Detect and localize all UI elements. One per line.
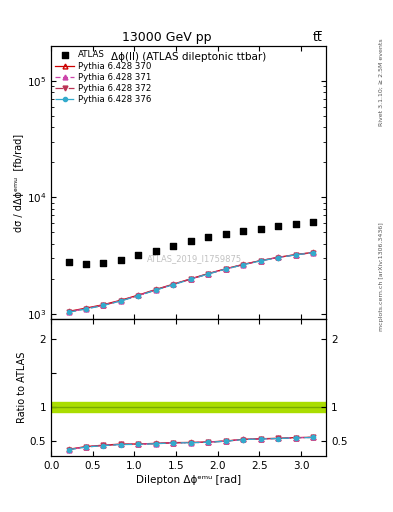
Pythia 6.428 376 bbox=[136, 293, 141, 299]
Pythia 6.428 371 bbox=[101, 302, 106, 308]
Pythia 6.428 372 bbox=[84, 306, 88, 312]
X-axis label: Dilepton Δϕᵉᵐᵘ [rad]: Dilepton Δϕᵉᵐᵘ [rad] bbox=[136, 475, 241, 485]
Pythia 6.428 371 bbox=[171, 281, 176, 287]
Text: mcplots.cern.ch [arXiv:1306.3436]: mcplots.cern.ch [arXiv:1306.3436] bbox=[379, 222, 384, 331]
Pythia 6.428 370 bbox=[241, 261, 246, 267]
ATLAS bbox=[292, 220, 299, 228]
Pythia 6.428 371 bbox=[136, 292, 141, 298]
Pythia 6.428 372 bbox=[101, 302, 106, 308]
Pythia 6.428 372 bbox=[206, 271, 211, 277]
Pythia 6.428 372 bbox=[188, 276, 193, 282]
Pythia 6.428 376 bbox=[66, 309, 71, 315]
Pythia 6.428 370 bbox=[66, 308, 71, 314]
Legend: ATLAS, Pythia 6.428 370, Pythia 6.428 371, Pythia 6.428 372, Pythia 6.428 376: ATLAS, Pythia 6.428 370, Pythia 6.428 37… bbox=[54, 49, 153, 105]
Pythia 6.428 372 bbox=[223, 266, 228, 272]
ATLAS bbox=[65, 258, 72, 266]
Pythia 6.428 376 bbox=[84, 306, 88, 312]
Pythia 6.428 376 bbox=[258, 258, 263, 264]
ATLAS bbox=[135, 251, 141, 259]
Pythia 6.428 371 bbox=[119, 297, 123, 304]
Y-axis label: dσ / dΔϕᵉᵐᵘ  [fb/rad]: dσ / dΔϕᵉᵐᵘ [fb/rad] bbox=[14, 134, 24, 231]
Pythia 6.428 372 bbox=[293, 252, 298, 258]
Line: Pythia 6.428 370: Pythia 6.428 370 bbox=[66, 250, 316, 314]
Pythia 6.428 371 bbox=[154, 287, 158, 293]
Pythia 6.428 371 bbox=[206, 271, 211, 277]
ATLAS bbox=[187, 237, 194, 245]
Line: Pythia 6.428 376: Pythia 6.428 376 bbox=[66, 251, 315, 314]
ATLAS bbox=[118, 256, 124, 264]
Pythia 6.428 370 bbox=[310, 249, 315, 255]
Bar bbox=[51, 402, 326, 412]
Pythia 6.428 370 bbox=[188, 276, 193, 282]
ATLAS bbox=[240, 227, 246, 236]
ATLAS bbox=[153, 246, 159, 254]
Text: Δϕ(ll) (ATLAS dileptonic ttbar): Δϕ(ll) (ATLAS dileptonic ttbar) bbox=[111, 52, 266, 61]
Pythia 6.428 371 bbox=[84, 306, 88, 312]
ATLAS bbox=[275, 222, 281, 230]
Pythia 6.428 372 bbox=[258, 258, 263, 264]
Y-axis label: Ratio to ATLAS: Ratio to ATLAS bbox=[17, 352, 27, 423]
Text: ATLAS_2019_I1759875: ATLAS_2019_I1759875 bbox=[147, 254, 242, 264]
Pythia 6.428 370 bbox=[258, 258, 263, 264]
ATLAS bbox=[222, 229, 229, 238]
Pythia 6.428 371 bbox=[276, 254, 281, 261]
Pythia 6.428 372 bbox=[154, 287, 158, 293]
Pythia 6.428 370 bbox=[276, 254, 281, 261]
ATLAS bbox=[310, 218, 316, 226]
Pythia 6.428 376 bbox=[223, 266, 228, 272]
Text: 13000 GeV pp: 13000 GeV pp bbox=[122, 31, 211, 44]
Text: Rivet 3.1.10; ≥ 2.5M events: Rivet 3.1.10; ≥ 2.5M events bbox=[379, 38, 384, 126]
ATLAS bbox=[257, 224, 264, 232]
Pythia 6.428 370 bbox=[154, 286, 158, 292]
Pythia 6.428 372 bbox=[310, 249, 315, 255]
ATLAS bbox=[83, 260, 89, 268]
Line: Pythia 6.428 371: Pythia 6.428 371 bbox=[66, 250, 316, 314]
Pythia 6.428 376 bbox=[276, 254, 281, 261]
Pythia 6.428 370 bbox=[84, 305, 88, 311]
ATLAS bbox=[205, 232, 211, 241]
Pythia 6.428 372 bbox=[171, 282, 176, 288]
Pythia 6.428 371 bbox=[66, 309, 71, 315]
Pythia 6.428 376 bbox=[171, 282, 176, 288]
Pythia 6.428 372 bbox=[119, 297, 123, 304]
Pythia 6.428 371 bbox=[258, 258, 263, 264]
Pythia 6.428 376 bbox=[188, 276, 193, 283]
Pythia 6.428 376 bbox=[206, 271, 211, 277]
Pythia 6.428 376 bbox=[310, 250, 315, 256]
Pythia 6.428 370 bbox=[136, 292, 141, 298]
Pythia 6.428 376 bbox=[119, 298, 123, 304]
Pythia 6.428 371 bbox=[188, 276, 193, 282]
Pythia 6.428 370 bbox=[119, 297, 123, 303]
Pythia 6.428 370 bbox=[171, 281, 176, 287]
Pythia 6.428 376 bbox=[154, 287, 158, 293]
Pythia 6.428 370 bbox=[223, 266, 228, 272]
Pythia 6.428 376 bbox=[293, 252, 298, 258]
Pythia 6.428 370 bbox=[293, 251, 298, 258]
Pythia 6.428 372 bbox=[136, 292, 141, 298]
ATLAS bbox=[170, 242, 176, 250]
Pythia 6.428 371 bbox=[310, 249, 315, 255]
Pythia 6.428 372 bbox=[241, 262, 246, 268]
Pythia 6.428 372 bbox=[66, 309, 71, 315]
Pythia 6.428 376 bbox=[241, 262, 246, 268]
Pythia 6.428 372 bbox=[276, 254, 281, 261]
Pythia 6.428 370 bbox=[101, 302, 106, 308]
Pythia 6.428 371 bbox=[293, 252, 298, 258]
Pythia 6.428 370 bbox=[206, 270, 211, 276]
Text: tt̅: tt̅ bbox=[312, 31, 322, 44]
ATLAS bbox=[100, 259, 107, 267]
Pythia 6.428 376 bbox=[101, 303, 106, 309]
Pythia 6.428 371 bbox=[223, 266, 228, 272]
Line: Pythia 6.428 372: Pythia 6.428 372 bbox=[66, 250, 316, 314]
Pythia 6.428 371 bbox=[241, 262, 246, 268]
